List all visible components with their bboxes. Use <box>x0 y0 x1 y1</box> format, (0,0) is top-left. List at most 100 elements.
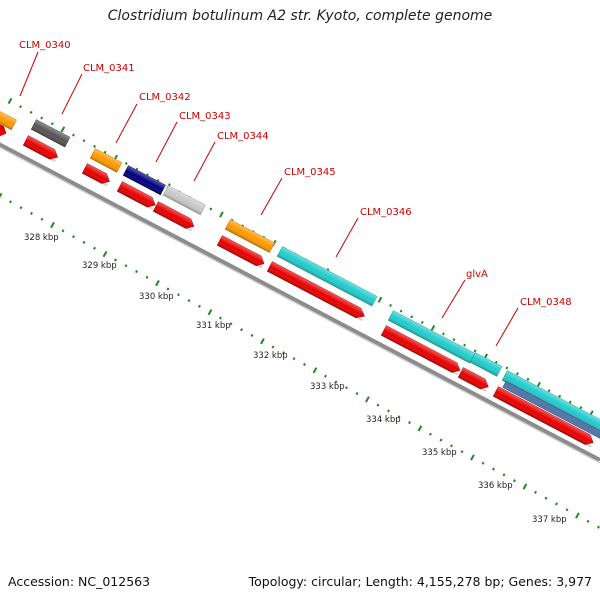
gene-label[interactable]: CLM_0346 <box>360 207 412 218</box>
minor-tick <box>334 380 338 384</box>
scale-label: 337 kbp <box>532 515 567 525</box>
minor-tick <box>526 377 530 381</box>
minor-tick <box>324 374 327 378</box>
major-tick <box>470 454 475 461</box>
scale-label: 334 kbp <box>366 415 401 425</box>
gene-label[interactable]: CLM_0344 <box>217 131 269 142</box>
minor-tick <box>547 389 551 393</box>
minor-tick <box>410 315 414 319</box>
minor-tick <box>568 400 572 404</box>
major-tick <box>219 211 224 218</box>
scale-labels: 328 kbp 329 kbp 330 kbp 331 kbp 332 kbp … <box>24 233 567 525</box>
minor-tick <box>50 122 54 126</box>
minor-tick <box>463 343 466 347</box>
gene-box-steel[interactable] <box>502 380 600 444</box>
minor-tick <box>19 206 23 210</box>
gene-label[interactable]: CLM_0345 <box>284 167 336 178</box>
minor-tick <box>124 161 128 165</box>
cds-arrow[interactable] <box>0 120 8 139</box>
minor-tick <box>29 110 33 114</box>
label-leaders <box>19 51 519 347</box>
scale-label: 336 kbp <box>478 481 513 491</box>
gene-label[interactable]: CLM_0343 <box>179 111 231 122</box>
minor-tick <box>9 200 12 204</box>
minor-tick <box>229 322 233 326</box>
minor-tick <box>114 258 117 262</box>
minor-tick <box>399 309 403 313</box>
major-tick <box>7 97 13 105</box>
gene-label[interactable]: CLM_0341 <box>83 63 135 74</box>
inner-tick-marks <box>0 192 600 529</box>
major-tick <box>365 396 370 403</box>
minor-tick <box>513 479 516 483</box>
minor-tick <box>93 246 96 250</box>
minor-tick <box>558 394 562 398</box>
minor-tick <box>345 386 348 390</box>
minor-tick <box>597 525 600 529</box>
minor-tick <box>166 287 170 291</box>
minor-tick <box>429 432 432 436</box>
minor-tick <box>555 502 558 506</box>
minor-tick <box>505 366 509 370</box>
minor-tick <box>515 372 519 376</box>
scale-label: 331 kbp <box>196 321 231 331</box>
scale-label: 335 kbp <box>422 448 457 458</box>
minor-tick <box>219 316 222 320</box>
minor-tick <box>198 304 201 308</box>
major-tick <box>575 512 580 519</box>
gene-label[interactable]: CLM_0348 <box>520 297 572 308</box>
scale-label: 328 kbp <box>24 233 59 243</box>
major-tick <box>60 126 66 133</box>
major-tick <box>102 251 108 258</box>
minor-tick <box>544 496 548 500</box>
minor-tick <box>145 275 149 279</box>
minor-tick <box>387 409 390 413</box>
minor-tick <box>93 144 96 148</box>
backbone-shadow <box>0 147 600 464</box>
minor-tick <box>565 508 569 512</box>
minor-tick <box>452 338 456 342</box>
minor-tick <box>397 415 401 419</box>
minor-tick <box>579 406 583 410</box>
gene-label[interactable]: CLM_0340 <box>19 40 71 51</box>
minor-tick <box>177 293 180 297</box>
gene-label[interactable]: glvA <box>466 269 488 280</box>
minor-tick <box>376 403 380 407</box>
minor-tick <box>502 473 506 477</box>
minor-tick <box>135 270 138 274</box>
major-tick <box>260 338 265 345</box>
minor-tick <box>271 345 275 349</box>
scale-label: 333 kbp <box>310 382 345 392</box>
minor-tick <box>586 519 590 523</box>
minor-tick <box>103 150 107 154</box>
major-tick <box>0 192 3 199</box>
minor-tick <box>460 450 464 454</box>
map-title: Clostridium botulinum A2 str. Kyoto, com… <box>107 8 493 24</box>
major-tick <box>50 221 55 229</box>
minor-tick <box>72 133 75 137</box>
scale-label: 332 kbp <box>253 351 288 361</box>
minor-tick <box>441 332 445 336</box>
minor-tick <box>30 211 33 215</box>
topology-summary: Topology: circular; Length: 4,155,278 bp… <box>248 574 592 589</box>
minor-tick <box>40 217 44 221</box>
minor-tick <box>124 264 128 268</box>
minor-tick <box>494 360 498 364</box>
minor-tick <box>355 392 359 396</box>
scale-label: 329 kbp <box>82 261 117 271</box>
minor-tick <box>82 240 86 244</box>
major-tick <box>207 309 213 316</box>
scale-label: 330 kbp <box>139 292 174 302</box>
accession-text: Accession: NC_012563 <box>8 574 151 589</box>
major-tick <box>430 325 436 332</box>
minor-tick <box>282 351 285 355</box>
minor-tick <box>420 320 424 325</box>
minor-tick <box>72 235 75 239</box>
minor-tick <box>481 461 485 465</box>
backbone-line <box>0 142 600 462</box>
minor-tick <box>250 333 254 337</box>
minor-tick <box>439 438 443 442</box>
minor-tick <box>19 105 22 109</box>
gene-label[interactable]: CLM_0342 <box>139 92 191 103</box>
minor-tick <box>389 303 392 307</box>
